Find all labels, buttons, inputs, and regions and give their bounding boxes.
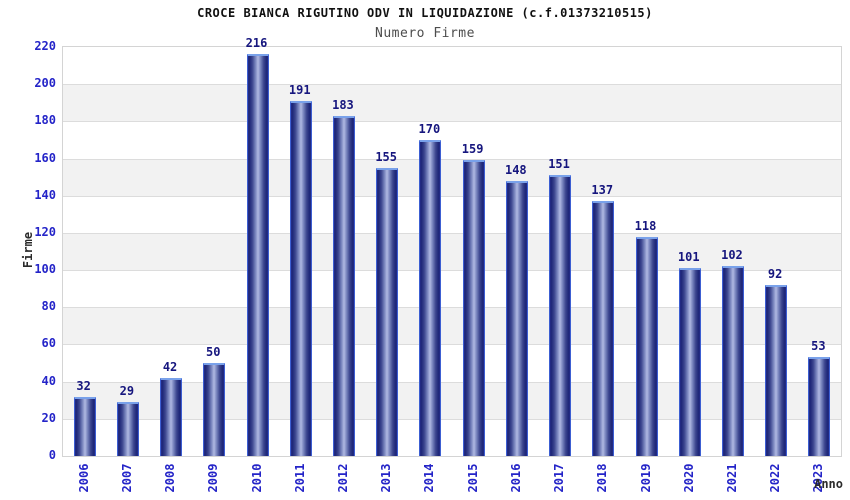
gridline [63, 195, 841, 197]
gridline [63, 270, 841, 272]
bar-2016 [505, 180, 528, 456]
y-tick-label: 80 [41, 299, 56, 314]
bar-2007 [116, 402, 139, 456]
gridline [63, 418, 841, 420]
bar-value-label: 159 [461, 142, 484, 157]
bar-value-label: 151 [548, 157, 570, 172]
x-tick-label: 2007 [119, 463, 134, 493]
bar-2008 [160, 377, 183, 456]
bar-2012 [332, 115, 355, 456]
chart-subtitle: Numero Firme [375, 26, 475, 41]
band [63, 84, 841, 122]
bar-value-label: 101 [677, 250, 700, 265]
x-tick-label: 2020 [681, 463, 696, 493]
y-tick-label: 180 [34, 113, 56, 128]
band [63, 381, 841, 419]
x-tick-label: 2017 [552, 463, 567, 493]
y-tick-label: 220 [34, 39, 56, 53]
band [63, 232, 841, 271]
gridline [63, 121, 841, 123]
bar-value-label: 32 [76, 378, 91, 393]
bar-2017 [549, 175, 572, 456]
bar-value-label: 42 [162, 359, 178, 374]
bar-value-label: 191 [288, 82, 311, 97]
bar-value-label: 183 [332, 97, 354, 112]
bar-value-label: 50 [206, 345, 221, 360]
gridline [63, 158, 841, 160]
y-tick-label: 160 [34, 150, 56, 165]
chart-title: CROCE BIANCA RIGUTINO ODV IN LIQUIDAZION… [197, 6, 653, 20]
x-tick-label: 2006 [76, 463, 91, 493]
y-tick-label: 200 [34, 76, 56, 91]
bar-2014 [419, 139, 442, 456]
x-tick-label: 2019 [638, 463, 653, 493]
bar-2009 [203, 363, 226, 456]
gridline [63, 381, 841, 383]
bar-value-label: 53 [811, 339, 826, 354]
y-tick-label: 120 [34, 224, 56, 239]
x-axis-label: Anno [814, 477, 843, 491]
gridline [63, 307, 841, 309]
bar-2011 [289, 100, 312, 456]
bar-2010 [246, 54, 269, 456]
bar-value-label: 118 [634, 218, 657, 233]
bar-2006 [73, 396, 96, 456]
band [63, 158, 841, 196]
x-tick-label: 2021 [724, 463, 739, 493]
gridline [63, 232, 841, 234]
x-tick-label: 2013 [379, 463, 394, 493]
bar-value-label: 137 [591, 183, 614, 198]
bar-2022 [765, 284, 788, 456]
bar-2023 [808, 357, 831, 456]
bar-value-label: 92 [767, 266, 783, 281]
plot-area [62, 46, 842, 457]
bar-2018 [592, 201, 615, 456]
x-tick-label: 2010 [249, 463, 264, 493]
x-tick-label: 2014 [422, 463, 437, 493]
y-tick-label: 0 [48, 448, 56, 462]
y-tick-label: 40 [41, 373, 56, 388]
bar-2019 [635, 236, 658, 456]
bar-value-label: 29 [119, 384, 135, 399]
x-tick-label: 2011 [292, 463, 307, 493]
bar-value-label: 102 [721, 248, 743, 263]
gridline [63, 84, 841, 86]
x-tick-label: 2009 [206, 463, 221, 493]
y-tick-label: 60 [41, 336, 56, 351]
x-tick-label: 2012 [335, 463, 350, 493]
x-tick-label: 2018 [595, 463, 610, 493]
bar-2021 [721, 266, 744, 456]
x-tick-label: 2016 [508, 463, 523, 493]
x-tick-label: 2022 [768, 463, 783, 493]
bar-value-label: 216 [245, 36, 268, 51]
bar-value-label: 155 [375, 149, 397, 164]
bar-2015 [462, 160, 485, 456]
bar-value-label: 148 [504, 162, 527, 177]
y-tick-label: 100 [34, 262, 56, 277]
x-tick-label: 2008 [163, 463, 178, 493]
y-tick-label: 140 [34, 187, 56, 202]
band [63, 307, 841, 345]
bar-2013 [376, 167, 399, 456]
bar-2020 [678, 268, 701, 456]
y-tick-label: 20 [41, 410, 56, 425]
gridline [63, 344, 841, 346]
bar-value-label: 170 [418, 121, 441, 136]
x-tick-label: 2015 [465, 463, 480, 493]
